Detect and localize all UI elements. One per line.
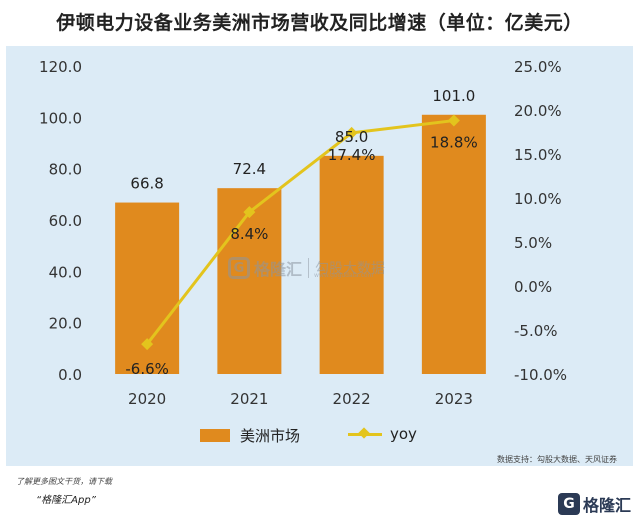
- legend-line-label: yoy: [390, 425, 417, 443]
- yoy-line: [145, 119, 455, 345]
- watermark-separator: [308, 258, 310, 278]
- bar-value-label-2022: 85.0: [335, 128, 368, 146]
- chart-legend: 美洲市场 yoy: [0, 425, 639, 449]
- watermark-brand: 格隆汇: [254, 260, 303, 279]
- brand-logo-icon: G: [557, 493, 580, 515]
- legend-bar-label: 美洲市场: [240, 427, 301, 445]
- y-left-tick: 100.0: [39, 109, 82, 127]
- brand-name: 格隆汇: [582, 496, 631, 515]
- y-right-tick: 0.0%: [514, 278, 552, 296]
- legend-bar-swatch: [200, 429, 230, 442]
- watermark-sub: 勾股大数据: [315, 261, 386, 277]
- y-left-tick: 80.0: [49, 161, 82, 179]
- bar-2021: [217, 188, 282, 374]
- y-left-tick: 20.0: [49, 315, 82, 333]
- watermark-url: www.gogudata.com: [314, 272, 374, 279]
- bar-2023: [421, 114, 486, 375]
- legend-item-bar: 美洲市场: [200, 425, 300, 446]
- source-note: 数据支持：勾股大数据、天风证券: [497, 455, 617, 464]
- footer-note: 了解更多图文干货，请下载: [16, 477, 112, 486]
- x-tick-2023: 2023: [435, 390, 473, 408]
- x-tick-2020: 2020: [128, 390, 166, 408]
- chart-panel: [6, 46, 633, 466]
- yoy-value-label-2022: 17.4%: [328, 146, 376, 164]
- y-right-tick: 20.0%: [514, 102, 562, 120]
- yoy-value-label-2021: 8.4%: [230, 225, 268, 243]
- yoy-point-2022: [345, 126, 358, 139]
- bar-value-label-2020: 66.8: [130, 175, 163, 193]
- y-left-tick: 0.0: [58, 366, 82, 384]
- y-left-tick: 120.0: [39, 58, 82, 76]
- y-right-tick: 15.0%: [514, 146, 562, 164]
- brand-logo: G 格隆汇: [557, 492, 631, 516]
- x-tick-2022: 2022: [333, 390, 371, 408]
- footer-app-name: “格隆汇App”: [36, 495, 96, 506]
- bar-2022: [319, 155, 384, 374]
- legend-line-swatch: [348, 427, 382, 441]
- y-right-tick: 25.0%: [514, 58, 562, 76]
- yoy-point-2023: [447, 114, 460, 127]
- y-right-tick: -10.0%: [514, 366, 567, 384]
- yoy-value-label-2020: -6.6%: [125, 360, 169, 378]
- x-tick-2021: 2021: [230, 390, 268, 408]
- watermark: G 格隆汇 勾股大数据 www.gogudata.com: [228, 256, 385, 280]
- y-right-tick: -5.0%: [514, 322, 558, 340]
- legend-item-line: yoy: [348, 425, 417, 443]
- yoy-value-label-2023: 18.8%: [430, 134, 478, 152]
- bar-value-label-2023: 101.0: [432, 87, 475, 105]
- chart-title: 伊顿电力设备业务美洲市场营收及同比增速（单位：亿美元）: [56, 12, 583, 34]
- bar-value-label-2021: 72.4: [233, 160, 266, 178]
- yoy-point-2021: [243, 206, 256, 219]
- watermark-logo-icon: G: [228, 257, 250, 279]
- y-left-tick: 60.0: [49, 212, 82, 230]
- y-right-tick: 5.0%: [514, 234, 552, 252]
- y-right-tick: 10.0%: [514, 190, 562, 208]
- y-left-tick: 40.0: [49, 263, 82, 281]
- yoy-point-2020: [141, 338, 154, 351]
